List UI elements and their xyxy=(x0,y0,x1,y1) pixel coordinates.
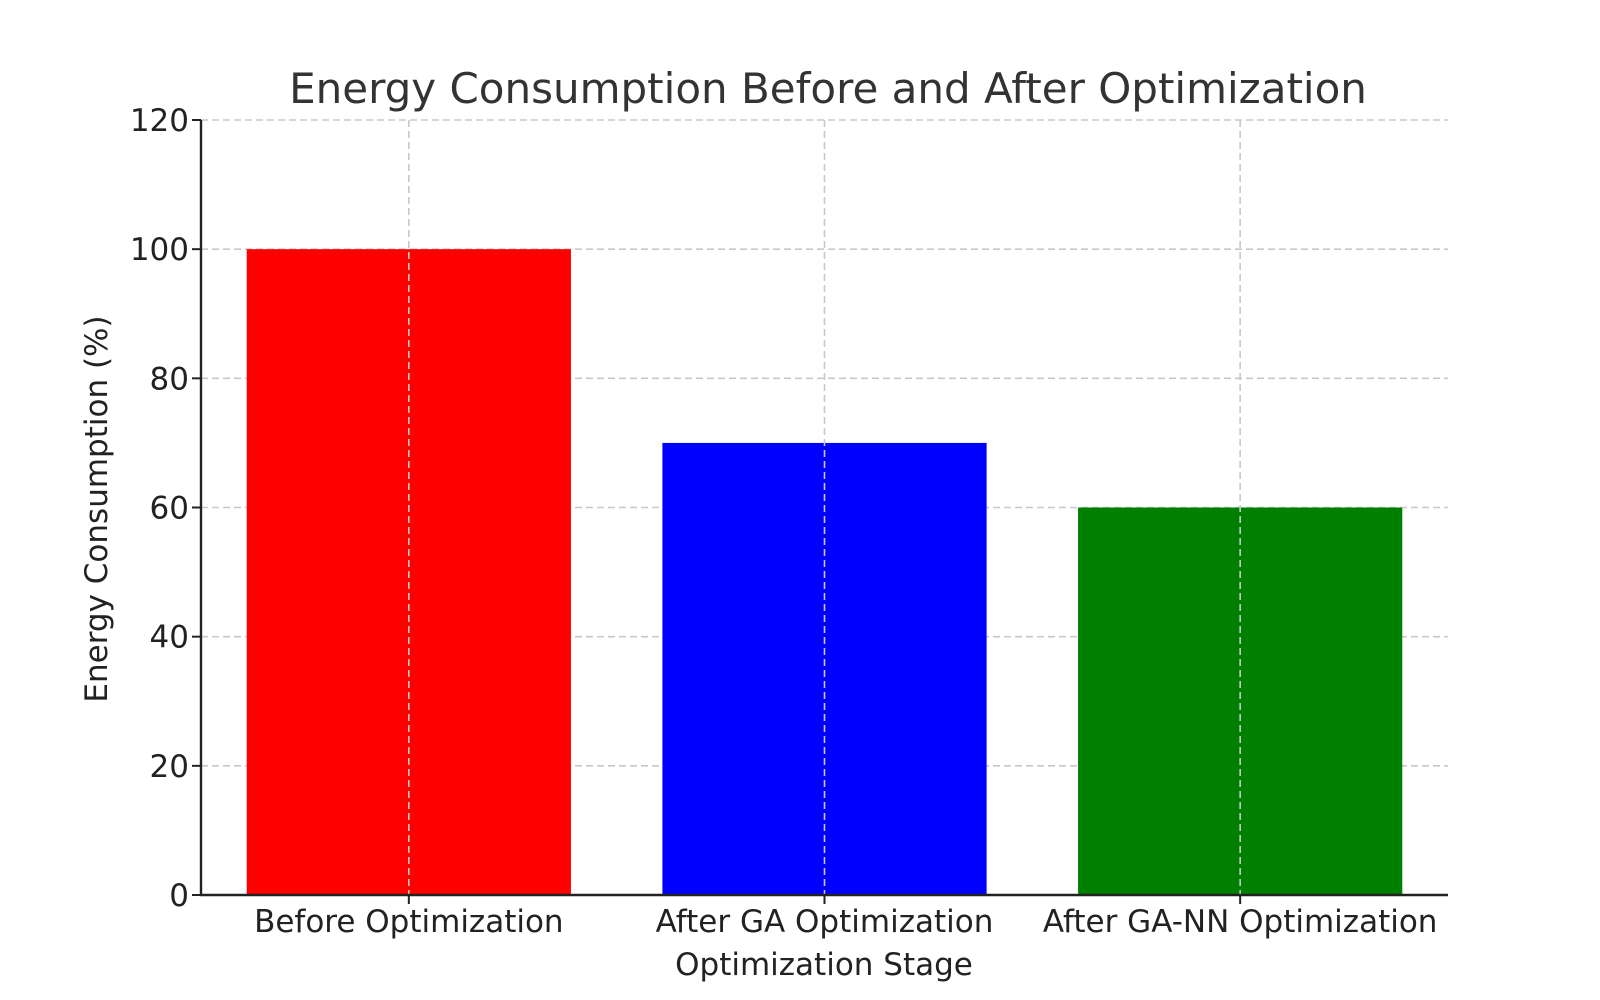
y-tick-label: 20 xyxy=(150,749,189,785)
y-axis-label: Energy Consumption (%) xyxy=(79,315,115,702)
x-tick-label: After GA-NN Optimization xyxy=(1043,904,1438,940)
y-tick-label: 120 xyxy=(130,103,189,139)
x-tick-label: After GA Optimization xyxy=(656,904,994,940)
x-axis-label: Optimization Stage xyxy=(675,947,973,983)
y-ticks-layer: 0 20 40 60 80 100 120 xyxy=(130,103,201,914)
y-tick-label: 0 xyxy=(169,878,189,914)
y-tick-label: 100 xyxy=(130,232,189,268)
chart-title: Energy Consumption Before and After Opti… xyxy=(289,64,1367,113)
y-tick-label: 60 xyxy=(150,491,189,527)
y-tick-label: 80 xyxy=(150,361,189,397)
y-tick-label: 40 xyxy=(150,620,189,656)
x-ticks-layer: Before Optimization After GA Optimization… xyxy=(254,895,1437,940)
x-tick-label: Before Optimization xyxy=(254,904,564,940)
vertical-grid-layer xyxy=(408,120,1241,895)
